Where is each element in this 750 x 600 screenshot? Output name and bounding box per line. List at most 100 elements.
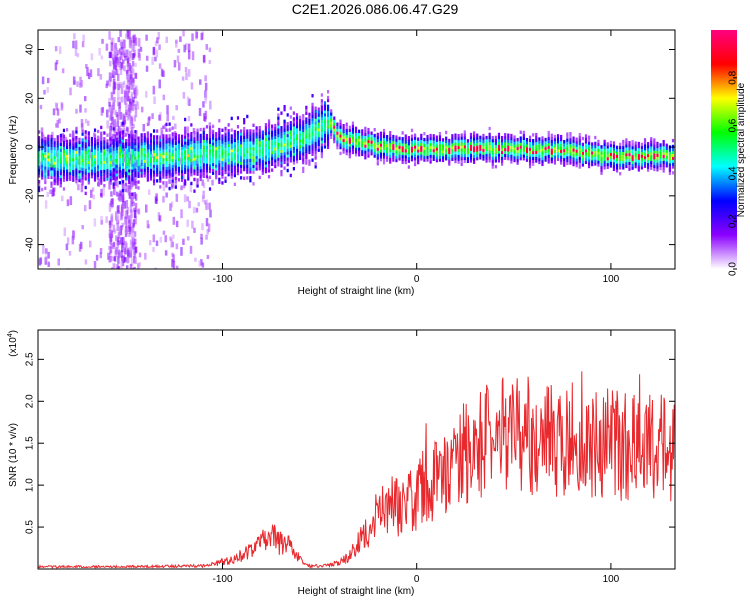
spectrogram-cell	[566, 147, 569, 151]
spectrogram-cell	[541, 139, 544, 143]
spectrogram-cell	[170, 201, 174, 208]
spectrogram-cell	[120, 61, 123, 69]
spectrogram-cell	[134, 147, 137, 152]
spectrogram-cell	[581, 148, 584, 152]
spectrogram-cell	[308, 150, 311, 155]
spectrogram-cell	[308, 159, 311, 163]
spectrogram-cell	[87, 137, 90, 141]
spectrogram-cell	[125, 159, 128, 163]
spectrogram-cell	[199, 142, 202, 146]
spectrogram-cell	[280, 134, 283, 139]
spectrogram-cell	[38, 141, 41, 146]
spectrogram-cell	[84, 150, 87, 155]
spectrogram-cell	[513, 144, 516, 148]
colorbar: 0.00.20.40.60.8 Normalized spectral ampl…	[711, 30, 747, 276]
spectrogram-cell	[292, 146, 295, 150]
spectrogram-cell	[314, 156, 317, 160]
spectrogram-cell	[522, 151, 525, 155]
spectrogram-cell	[277, 130, 280, 135]
spectrogram-cell	[261, 156, 264, 161]
spectrogram-cell	[208, 60, 212, 65]
spectrogram-cell	[93, 140, 97, 144]
spectrogram-cell	[90, 160, 94, 164]
spectrogram-cell	[208, 125, 212, 130]
spectrogram-cell	[168, 175, 171, 179]
spectrogram-cell	[662, 157, 665, 161]
spectrogram-cell	[628, 152, 631, 157]
spectrogram-cell	[345, 122, 348, 127]
spectrogram-cell	[311, 152, 314, 156]
spectrogram-cell	[314, 138, 317, 143]
spectrogram-cell	[131, 133, 134, 138]
spectrogram-cell	[87, 120, 90, 126]
spectrogram-cell	[134, 156, 137, 160]
spectrogram-cell	[560, 134, 563, 139]
spectrogram-cell	[131, 180, 134, 185]
spectrogram-cell	[339, 142, 342, 147]
spectrogram-cell	[49, 189, 52, 195]
spectrogram-cell	[485, 144, 488, 149]
spectrogram-cell	[65, 157, 69, 161]
spectrogram-cell	[448, 162, 451, 166]
spectrogram-cell	[121, 147, 125, 152]
spectrogram-cell	[376, 147, 379, 151]
spectrogram-cell	[72, 178, 75, 182]
spectrogram-cell	[538, 137, 541, 141]
spectrogram-cell	[429, 142, 432, 147]
spectrogram-cell	[128, 133, 131, 138]
spectrogram-cell	[187, 50, 191, 60]
spectrogram-cell	[121, 144, 125, 149]
spectrogram-cell	[361, 135, 364, 139]
spectrogram-cell	[541, 159, 544, 164]
spectrogram-cell	[361, 146, 364, 151]
spectrogram-cell	[53, 149, 56, 154]
spectrogram-cell	[215, 132, 218, 136]
spectrogram-cell	[494, 164, 497, 169]
spectrogram-cell	[314, 153, 317, 157]
spectrogram-cell	[575, 146, 578, 150]
spectrogram-cell	[184, 179, 187, 183]
spectrogram-cell	[289, 147, 292, 151]
spectrogram-cell	[62, 160, 66, 165]
spectrogram-cell	[115, 173, 118, 177]
spectrogram-cell	[146, 157, 149, 162]
spectrogram-cell	[417, 143, 420, 147]
spectrogram-cell	[227, 152, 230, 156]
spectrogram-cell	[628, 164, 631, 168]
spectrogram-cell	[78, 143, 81, 148]
spectrogram-cell	[128, 219, 131, 229]
spectrogram-cell	[413, 136, 417, 140]
spectrogram-cell	[497, 132, 501, 137]
spectrogram-cell	[71, 235, 75, 245]
spectrogram-cell	[671, 147, 675, 152]
spectrogram-cell	[190, 137, 193, 142]
spectrogram-cell	[39, 104, 43, 110]
spectrogram-cell	[134, 72, 138, 79]
spectrogram-cell	[662, 163, 665, 167]
spectrogram-cell	[143, 171, 146, 175]
spectrogram-cell	[111, 116, 114, 125]
spectrogram-cell	[631, 163, 634, 167]
spectrogram-cell	[584, 151, 588, 156]
spectrogram-cell	[87, 169, 90, 173]
spectrogram-cell	[152, 161, 156, 165]
spectrogram-cell	[326, 125, 330, 129]
spectrogram-cell	[569, 137, 572, 142]
spectrogram-cell	[174, 162, 177, 166]
spectrogram-cell	[417, 152, 420, 156]
snr-frame	[37, 329, 676, 570]
spectrogram-cell	[569, 143, 572, 148]
spectrogram-cell	[643, 155, 647, 160]
spectrogram-cell	[41, 155, 44, 160]
spectrogram-cell	[277, 142, 280, 147]
spectrogram-cell	[47, 169, 50, 174]
spectrogram-cell	[413, 145, 417, 149]
spectrogram-cell	[208, 149, 212, 153]
spectrogram-cell	[131, 154, 134, 158]
spectrogram-cell	[187, 69, 191, 77]
spectrogram-cell	[41, 132, 44, 136]
spectrogram-cell	[152, 181, 156, 186]
spectrogram-cell	[140, 139, 143, 143]
spectrogram-cell	[224, 161, 227, 166]
spectrogram-cell	[535, 156, 538, 160]
